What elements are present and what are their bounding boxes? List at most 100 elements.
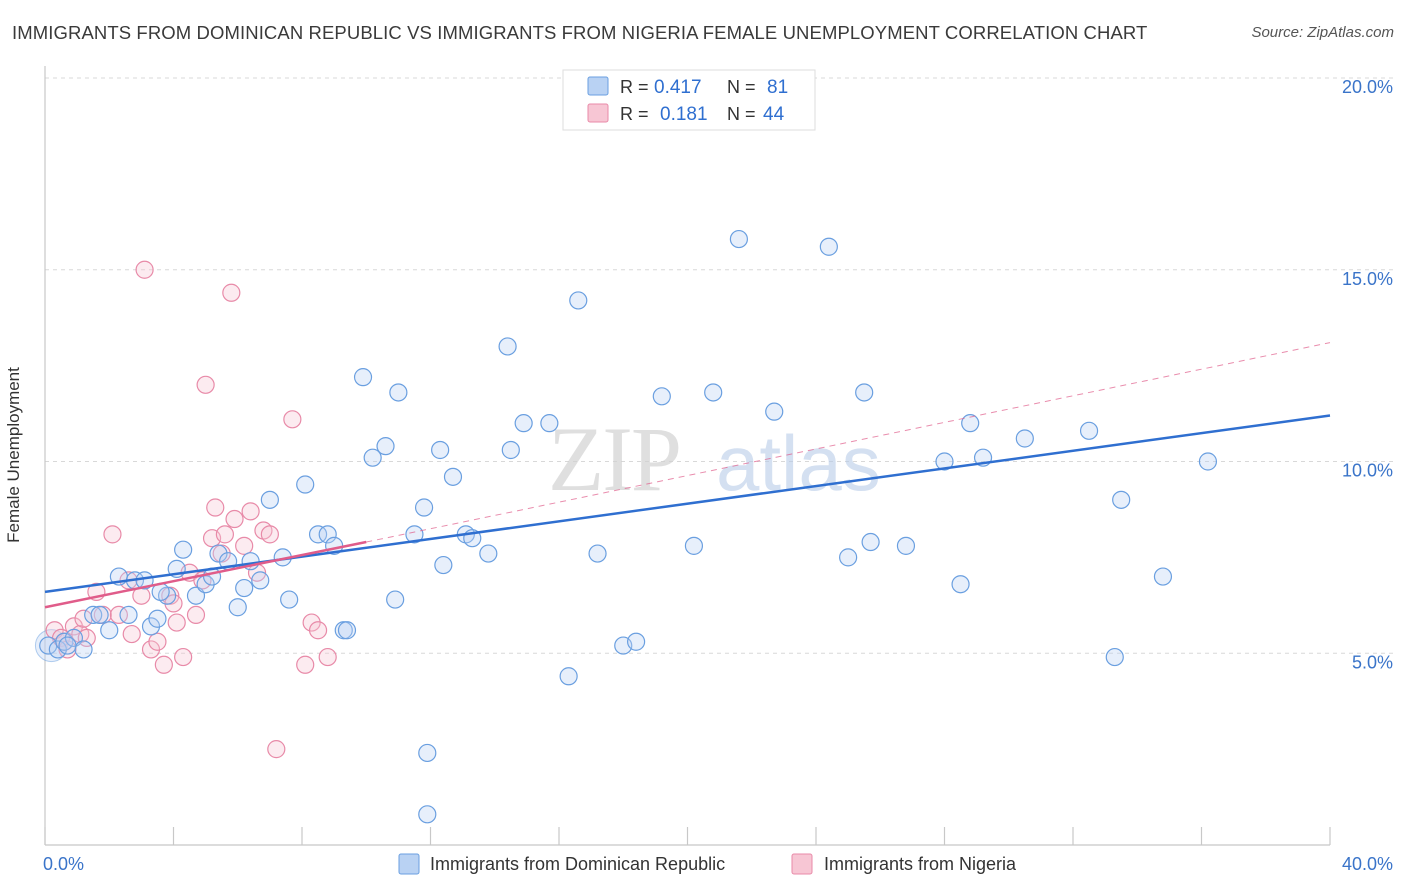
legend-r-label-dominican: R =	[620, 77, 649, 97]
point-dominican-62	[729, 229, 749, 249]
point-dominican-80	[58, 636, 77, 655]
point-dominican-28	[280, 590, 299, 609]
point-dominican-22	[228, 598, 247, 617]
point-nigeria-24	[196, 375, 215, 394]
series-legend: Immigrants from Dominican Republic Immig…	[398, 853, 1017, 875]
watermark-zip: ZIP	[548, 408, 680, 510]
point-dominican-54	[559, 667, 578, 686]
point-dominican-60	[684, 536, 704, 555]
point-dominican-31	[318, 525, 337, 544]
point-nigeria-28	[215, 525, 234, 544]
point-dominican-68	[896, 536, 916, 555]
point-nigeria-9	[109, 605, 128, 625]
point-dominican-51	[501, 440, 520, 460]
point-dominican-43	[418, 805, 437, 824]
point-dominican-64	[819, 237, 838, 256]
point-dominican-63	[765, 402, 784, 421]
point-dominican-44	[431, 440, 450, 460]
legend-r-value-dominican: 0.417	[654, 77, 702, 98]
y-tick-label-2: 15.0%	[1342, 269, 1393, 289]
point-nigeria-16	[154, 655, 173, 674]
point-nigeria-19	[167, 613, 186, 632]
point-dominican-53	[540, 414, 559, 433]
point-dominican-13	[148, 609, 167, 628]
point-nigeria-15	[148, 632, 167, 651]
tick-labels: 5.0% 10.0% 15.0% 20.0% 0.0% 40.0%	[43, 77, 1393, 874]
point-nigeria-31	[235, 536, 254, 555]
point-nigeria-8	[103, 525, 122, 544]
legend-n-value-nigeria: 44	[763, 104, 785, 125]
point-dominican-67	[861, 532, 880, 552]
point-dominican-38	[386, 590, 405, 609]
point-nigeria-20	[174, 647, 193, 667]
point-dominican-4	[74, 640, 93, 659]
point-dominican-16	[174, 540, 193, 559]
point-dominican-42	[418, 743, 437, 763]
point-dominican-29	[296, 475, 315, 494]
point-nigeria-38	[296, 655, 315, 674]
point-dominican-59	[652, 387, 671, 406]
point-dominican-50	[498, 337, 517, 356]
point-dominican-46	[443, 467, 463, 486]
point-dominican-7	[100, 621, 119, 640]
point-dominican-23	[235, 578, 254, 598]
point-dominican-61	[704, 383, 723, 402]
point-nigeria-13	[135, 260, 154, 279]
legend-n-label-dominican: N =	[727, 77, 756, 97]
legend-swatch-dominican	[587, 76, 609, 96]
point-dominican-49	[479, 544, 498, 563]
source-credit: Source: ZipAtlas.com	[1251, 24, 1394, 41]
bottom-legend-label-dominican: Immigrants from Dominican Republic	[430, 854, 725, 874]
bottom-legend-swatch-dominican	[398, 853, 420, 875]
point-nigeria-40	[308, 621, 328, 640]
point-nigeria-41	[318, 647, 337, 667]
watermark: ZIP atlas	[548, 408, 881, 510]
point-nigeria-22	[186, 605, 206, 625]
point-dominican-9	[119, 605, 138, 625]
point-dominican-73	[1015, 429, 1034, 448]
legend-n-value-dominican: 81	[767, 77, 788, 98]
point-dominican-77	[1153, 567, 1173, 586]
legend-n-label-nigeria: N =	[727, 104, 756, 124]
point-dominican-39	[389, 383, 408, 402]
point-dominican-30	[308, 525, 328, 544]
legend-r-label-nigeria: R =	[620, 104, 649, 124]
point-dominican-6	[90, 605, 109, 625]
point-dominican-41	[414, 498, 434, 517]
point-nigeria-35	[260, 525, 279, 544]
trend-lines	[44, 342, 1331, 609]
point-dominican-45	[434, 555, 453, 575]
point-dominican-69	[935, 452, 954, 471]
point-dominican-40	[405, 525, 424, 544]
point-dominican-55	[569, 291, 588, 310]
point-dominican-56	[588, 544, 607, 563]
trend-line-dominican	[44, 414, 1331, 594]
point-dominican-76	[1112, 490, 1131, 509]
y-axis-title-wrapper: Female Unemployment	[4, 367, 24, 543]
point-nigeria-30	[225, 509, 244, 529]
point-nigeria-5	[77, 628, 96, 648]
point-nigeria-37	[283, 410, 302, 429]
trend-line-nigeria	[44, 540, 367, 609]
axes	[44, 66, 1331, 846]
point-dominican-20	[209, 544, 228, 563]
point-nigeria-36	[267, 740, 286, 759]
legend-r-value-nigeria: 0.181	[660, 104, 708, 125]
point-nigeria-32	[241, 502, 260, 521]
point-nigeria-29	[222, 283, 241, 302]
point-dominican-66	[855, 383, 874, 402]
point-nigeria-26	[206, 498, 225, 517]
point-dominican-52	[514, 414, 533, 433]
point-dominican-74	[1079, 421, 1099, 440]
correlation-legend: R = 0.417 N = 81 R = 0.181 N = 44	[562, 69, 816, 131]
point-dominican-58	[626, 632, 646, 651]
x-tick-label-min: 0.0%	[43, 854, 84, 874]
point-dominican-5	[84, 605, 103, 625]
watermark-atlas: atlas	[716, 419, 881, 507]
y-tick-label-1: 10.0%	[1342, 461, 1393, 481]
point-dominican-35	[353, 368, 373, 387]
point-nigeria-11	[122, 624, 141, 644]
point-dominican-36	[363, 448, 382, 467]
x-tick-label-max: 40.0%	[1342, 854, 1393, 874]
